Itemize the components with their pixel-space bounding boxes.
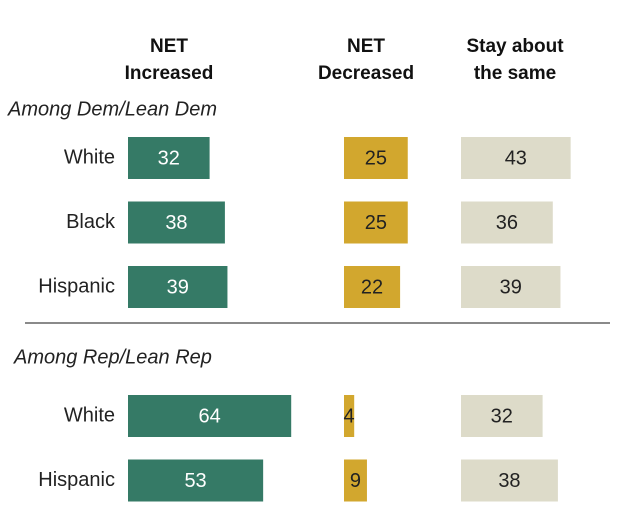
bar: [344, 395, 355, 437]
bar: [461, 459, 558, 502]
data-label: 4: [344, 405, 355, 427]
group-label: Among Rep/Lean Rep: [13, 346, 212, 368]
bar: [461, 201, 553, 244]
bar: [344, 137, 408, 179]
data-label: 36: [496, 212, 518, 234]
data-label: 32: [158, 147, 180, 169]
bar: [461, 395, 543, 437]
data-label: 39: [500, 276, 522, 298]
bar: [344, 201, 408, 244]
bar: [344, 266, 401, 308]
bar: [461, 266, 561, 308]
data-label: 43: [505, 147, 527, 169]
data-label: 64: [198, 405, 220, 427]
category-label: Black: [66, 211, 116, 233]
bar: [128, 201, 225, 244]
category-label: White: [64, 404, 115, 426]
data-label: 38: [498, 470, 520, 492]
data-label: 38: [165, 212, 187, 234]
group-label: Among Dem/Lean Dem: [7, 98, 217, 120]
data-label: 9: [350, 470, 361, 492]
bar: [128, 266, 228, 308]
category-label: White: [64, 146, 115, 168]
bar: [461, 137, 571, 179]
bar: [128, 137, 210, 179]
data-label: 32: [491, 405, 513, 427]
column-header: Stay about the same: [466, 36, 564, 84]
data-label: 25: [365, 147, 387, 169]
bar: [344, 459, 367, 502]
column-header: NET Increased: [124, 36, 214, 84]
data-label: 22: [361, 276, 383, 298]
data-label: 39: [167, 276, 189, 298]
bar: [128, 395, 292, 437]
data-label: 25: [365, 212, 387, 234]
category-label: Hispanic: [38, 469, 115, 491]
data-label: 53: [184, 470, 206, 492]
bar: [128, 459, 264, 502]
category-label: Hispanic: [38, 275, 115, 297]
column-header: NET Decreased: [317, 36, 415, 84]
